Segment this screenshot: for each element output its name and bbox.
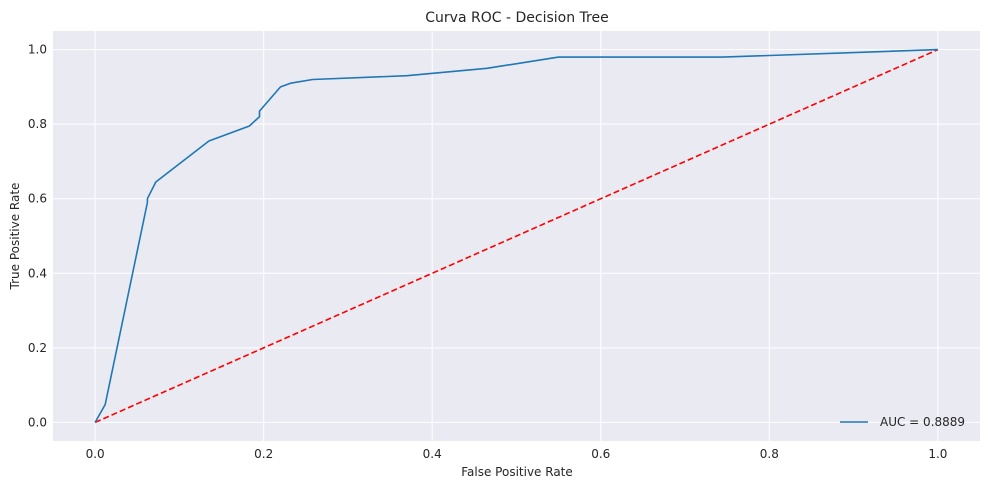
legend: AUC = 0.8889	[840, 415, 965, 429]
x-tick-label: 0.8	[760, 447, 779, 461]
y-tick-label: 0.4	[28, 266, 47, 280]
x-tick-label: 0.0	[86, 447, 105, 461]
y-tick-label: 0.8	[28, 117, 47, 131]
data-lines	[94, 48, 939, 424]
roc-curve-line	[94, 48, 938, 423]
x-tick-label: 1.0	[928, 447, 947, 461]
x-axis-title: False Positive Rate	[461, 465, 573, 479]
x-tick-label: 0.4	[423, 447, 442, 461]
x-tick-label: 0.2	[254, 447, 273, 461]
y-axis-title: True Positive Rate	[8, 183, 22, 291]
x-axis-ticks: 0.0 0.2 0.4 0.6 0.8 1.0	[86, 447, 948, 461]
chart-title: Curva ROC - Decision Tree	[425, 10, 608, 26]
diagonal-reference-line	[94, 48, 939, 424]
x-tick-label: 0.6	[591, 447, 610, 461]
grid-lines	[53, 31, 980, 441]
y-axis-ticks: 0.0 0.2 0.4 0.6 0.8 1.0	[28, 43, 47, 430]
y-tick-label: 1.0	[28, 43, 47, 57]
y-tick-label: 0.0	[28, 415, 47, 429]
y-tick-label: 0.6	[28, 192, 47, 206]
legend-label: AUC = 0.8889	[880, 415, 965, 429]
y-tick-label: 0.2	[28, 341, 47, 355]
